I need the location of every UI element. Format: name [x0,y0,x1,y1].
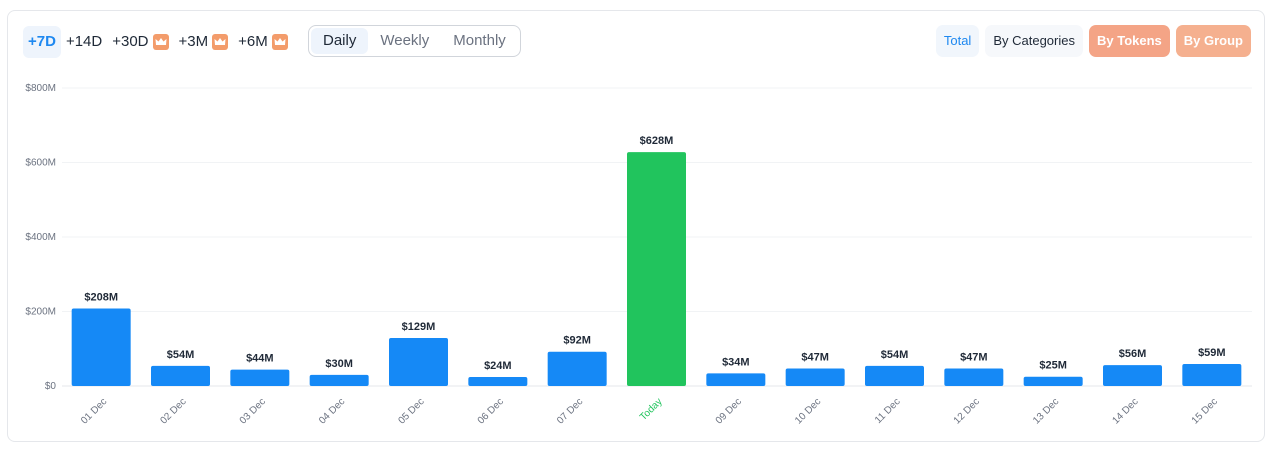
data-label: $628M [640,135,674,147]
data-label: $92M [563,335,591,347]
view-total-button[interactable]: Total [935,25,980,57]
bar [71,308,131,386]
y-tick-label: $200M [25,307,56,318]
view-by-tokens-button[interactable]: By Tokens [1088,25,1170,57]
period-monthly[interactable]: Monthly [453,32,506,49]
bar [627,152,686,386]
x-tick-label: Today [638,396,665,423]
bar [1103,365,1162,386]
period-daily[interactable]: Daily [311,28,369,54]
bar [468,377,528,386]
bar [230,369,290,386]
y-tick-label: $0 [45,381,57,392]
data-label: $129M [402,321,436,333]
x-tick-label: 04 Dec [317,396,347,426]
bar [389,337,448,386]
data-label: $47M [801,351,829,363]
x-tick-label: 10 Dec [793,396,823,426]
range-selector: +7D +14D +30D +3M +6M [23,26,293,58]
bar [865,365,924,386]
view-buttons: Total By Categories By Tokens By Group [935,25,1251,57]
period-weekly[interactable]: Weekly [380,32,430,49]
y-tick-label: $400M [25,232,56,243]
x-tick-label: 05 Dec [396,396,426,426]
data-label: $208M [84,292,118,304]
x-tick-label: 07 Dec [555,396,585,426]
bar [1182,364,1242,386]
range-6m[interactable]: +6M [233,26,293,58]
data-label: $24M [484,360,512,372]
bar [1023,376,1083,386]
x-tick-label: 13 Dec [1031,396,1061,426]
data-label: $54M [167,349,195,361]
data-label: $59M [1198,347,1226,359]
range-3m[interactable]: +3M [174,26,234,58]
x-tick-label: 02 Dec [158,396,188,426]
bar [785,368,845,386]
x-tick-label: 14 Dec [1110,396,1140,426]
data-label: $56M [1119,348,1147,360]
range-30d[interactable]: +30D [107,26,173,58]
crown-icon [271,34,288,50]
x-tick-label: 03 Dec [238,396,268,426]
x-tick-label: 12 Dec [952,396,982,426]
data-label: $54M [881,349,909,361]
bar [706,373,766,386]
bar [309,374,369,386]
bar [944,368,1004,386]
x-tick-label: 15 Dec [1190,396,1220,426]
period-toggle: Daily Weekly Monthly [308,25,521,57]
bar [547,351,607,386]
data-label: $30M [325,358,353,370]
data-label: $34M [722,356,750,368]
data-label: $44M [246,353,274,365]
y-tick-label: $800M [25,83,56,94]
data-label: $25M [1039,360,1067,372]
range-14d[interactable]: +14D [65,33,103,50]
bar [151,365,210,386]
x-tick-label: 09 Dec [714,396,744,426]
x-tick-label: 11 Dec [873,396,903,426]
x-tick-label: 01 Dec [79,396,109,426]
view-by-group-button[interactable]: By Group [1175,25,1251,57]
x-tick-label: 06 Dec [476,396,506,426]
data-label: $47M [960,351,988,363]
y-tick-label: $600M [25,158,56,169]
view-by-categories-button[interactable]: By Categories [985,25,1083,57]
range-7d[interactable]: +7D [23,26,61,58]
crown-icon [212,34,229,50]
crown-icon [152,34,169,50]
